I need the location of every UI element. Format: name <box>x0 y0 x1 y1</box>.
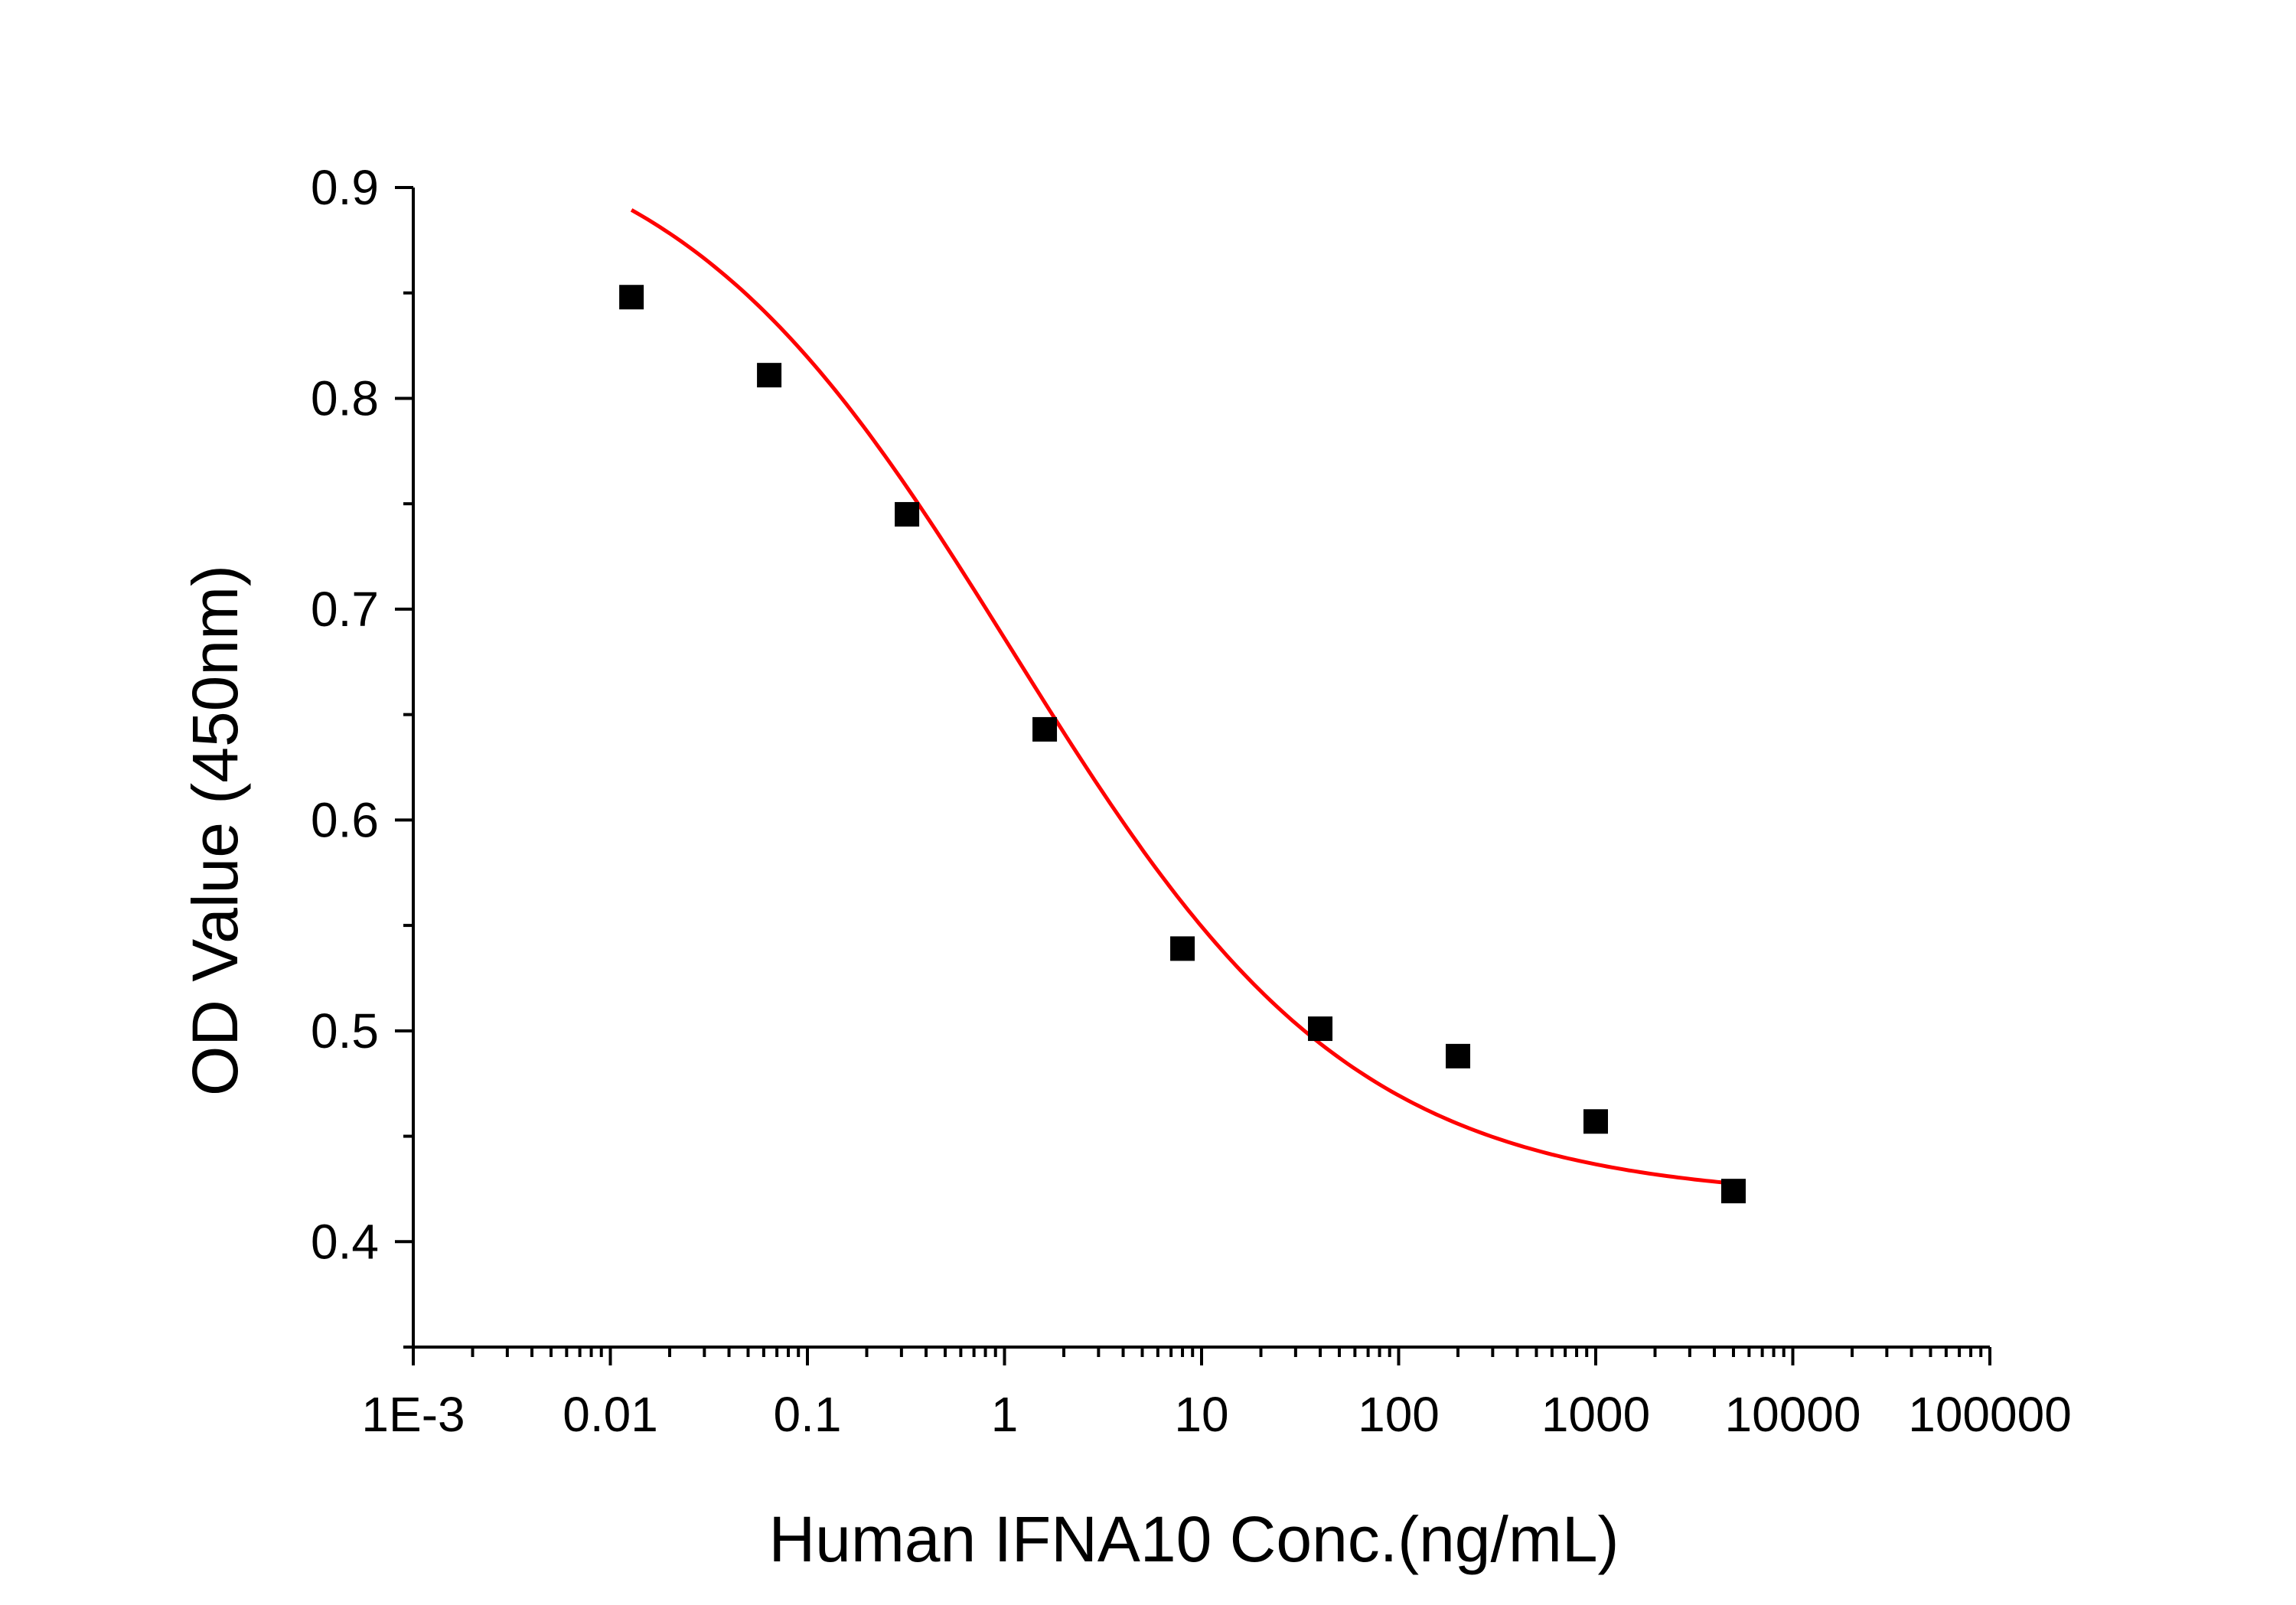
x-tick-label: 1000 <box>1541 1387 1650 1442</box>
data-point <box>1170 936 1195 961</box>
data-points <box>619 285 1746 1204</box>
x-tick-label: 10 <box>1174 1387 1228 1442</box>
data-point <box>1583 1109 1608 1134</box>
data-point <box>1032 716 1058 742</box>
x-tick-label: 1 <box>991 1387 1019 1442</box>
fit-curve <box>630 208 1734 1186</box>
y-axis-ticks: 0.4 0.5 0.6 0.7 0.8 0.9 <box>311 160 413 1349</box>
x-tick-label: 0.1 <box>774 1387 842 1442</box>
axes <box>412 188 1990 1349</box>
x-axis-ticks: 1E-3 0.01 0.1 1 10 100 1000 10000 100000 <box>361 1347 2072 1442</box>
y-axis-title: OD Value (450nm) <box>179 565 251 1096</box>
y-tick-label: 0.6 <box>311 792 379 847</box>
x-tick-label: 10000 <box>1725 1387 1861 1442</box>
data-point <box>1446 1043 1471 1068</box>
y-tick-label: 0.5 <box>311 1003 379 1059</box>
x-tick-label: 0.01 <box>563 1387 658 1442</box>
y-tick-label: 0.9 <box>311 160 379 215</box>
x-tick-label: 100000 <box>1908 1387 2072 1442</box>
x-axis-title: Human IFNA10 Conc.(ng/mL) <box>768 1503 1619 1575</box>
x-tick-label: 1E-3 <box>361 1387 465 1442</box>
data-point <box>1308 1016 1333 1042</box>
y-tick-label: 0.7 <box>311 582 379 637</box>
data-point <box>757 363 782 388</box>
data-point <box>1720 1179 1746 1204</box>
y-tick-label: 0.8 <box>311 370 379 426</box>
data-point <box>619 285 644 310</box>
fit-curve-layer <box>630 208 1734 1186</box>
x-tick-label: 100 <box>1358 1387 1440 1442</box>
data-point <box>895 501 920 527</box>
y-tick-label: 0.4 <box>311 1214 379 1269</box>
